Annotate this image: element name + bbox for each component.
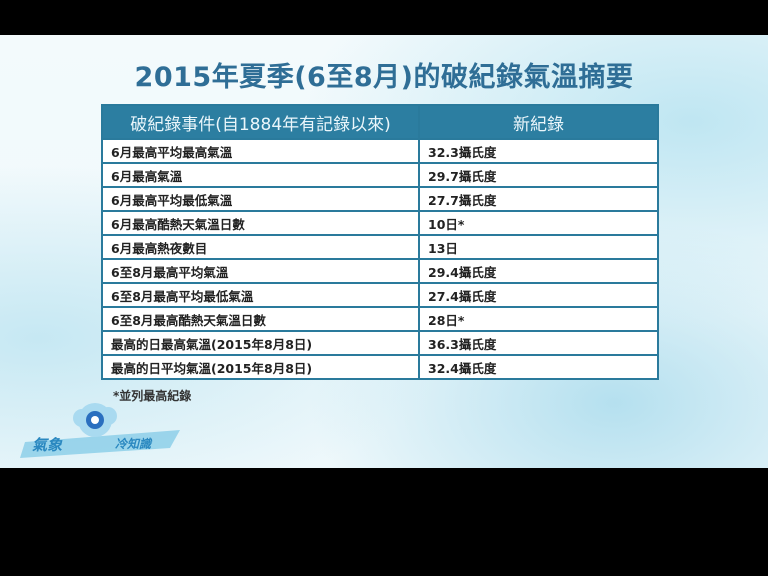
program-logo: 氣象 冷知識 xyxy=(20,403,180,458)
record-cell: 10日* xyxy=(418,210,659,236)
table-row: 6至8月最高酷熱天氣溫日數 28日* xyxy=(101,306,659,332)
event-cell: 6月最高氣溫 xyxy=(101,162,420,188)
table-row: 6至8月最高平均最低氣溫 27.4攝氏度 xyxy=(101,282,659,308)
record-cell: 29.7攝氏度 xyxy=(418,162,659,188)
header-record: 新紀錄 xyxy=(418,105,658,139)
record-cell: 32.4攝氏度 xyxy=(418,354,659,380)
broadcast-frame: 2015年夏季(6至8月)的破紀錄氣溫摘要 破紀錄事件(自1884年有記錄以來)… xyxy=(0,35,768,468)
event-cell: 6月最高平均最低氣溫 xyxy=(101,186,420,212)
page-title: 2015年夏季(6至8月)的破紀錄氣溫摘要 xyxy=(134,62,634,93)
header-event: 破紀錄事件(自1884年有記錄以來) xyxy=(101,105,419,139)
table-row: 6至8月最高平均氣溫 29.4攝氏度 xyxy=(101,258,659,284)
table-row: 最高的日平均氣溫(2015年8月8日) 32.4攝氏度 xyxy=(101,354,659,380)
record-cell: 29.4攝氏度 xyxy=(418,258,659,284)
svg-text:冷知識: 冷知識 xyxy=(115,437,153,451)
table-row: 6月最高平均最低氣溫 27.7攝氏度 xyxy=(101,186,659,212)
record-cell: 28日* xyxy=(418,306,659,332)
event-cell: 6月最高酷熱天氣溫日數 xyxy=(101,210,420,236)
table-row: 6月最高酷熱天氣溫日數 10日* xyxy=(101,210,659,236)
event-cell: 6月最高平均最高氣溫 xyxy=(101,138,420,164)
record-cell: 32.3攝氏度 xyxy=(418,138,659,164)
table-row: 6月最高平均最高氣溫 32.3攝氏度 xyxy=(101,138,659,164)
table-row: 最高的日最高氣溫(2015年8月8日) 36.3攝氏度 xyxy=(101,330,659,356)
table-header-row: 破紀錄事件(自1884年有記錄以來) 新紀錄 xyxy=(101,105,658,139)
event-cell: 最高的日最高氣溫(2015年8月8日) xyxy=(101,330,420,356)
table-row: 6月最高氣溫 29.7攝氏度 xyxy=(101,162,659,188)
cloud-icon xyxy=(73,403,117,437)
record-cell: 36.3攝氏度 xyxy=(418,330,659,356)
event-cell: 6至8月最高平均氣溫 xyxy=(101,258,420,284)
footnote: *並列最高紀錄 xyxy=(113,389,192,403)
event-cell: 6月最高熱夜數目 xyxy=(101,234,420,260)
records-table: 破紀錄事件(自1884年有記錄以來) 新紀錄 6月最高平均最高氣溫 32.3攝氏度… xyxy=(101,104,659,380)
event-cell: 6至8月最高平均最低氣溫 xyxy=(101,282,420,308)
table-row: 6月最高熱夜數目 13日 xyxy=(101,234,659,260)
record-cell: 27.7攝氏度 xyxy=(418,186,659,212)
svg-text:氣象: 氣象 xyxy=(32,436,63,454)
event-cell: 最高的日平均氣溫(2015年8月8日) xyxy=(101,354,420,380)
record-cell: 27.4攝氏度 xyxy=(418,282,659,308)
event-cell: 6至8月最高酷熱天氣溫日數 xyxy=(101,306,420,332)
record-cell: 13日 xyxy=(418,234,659,260)
